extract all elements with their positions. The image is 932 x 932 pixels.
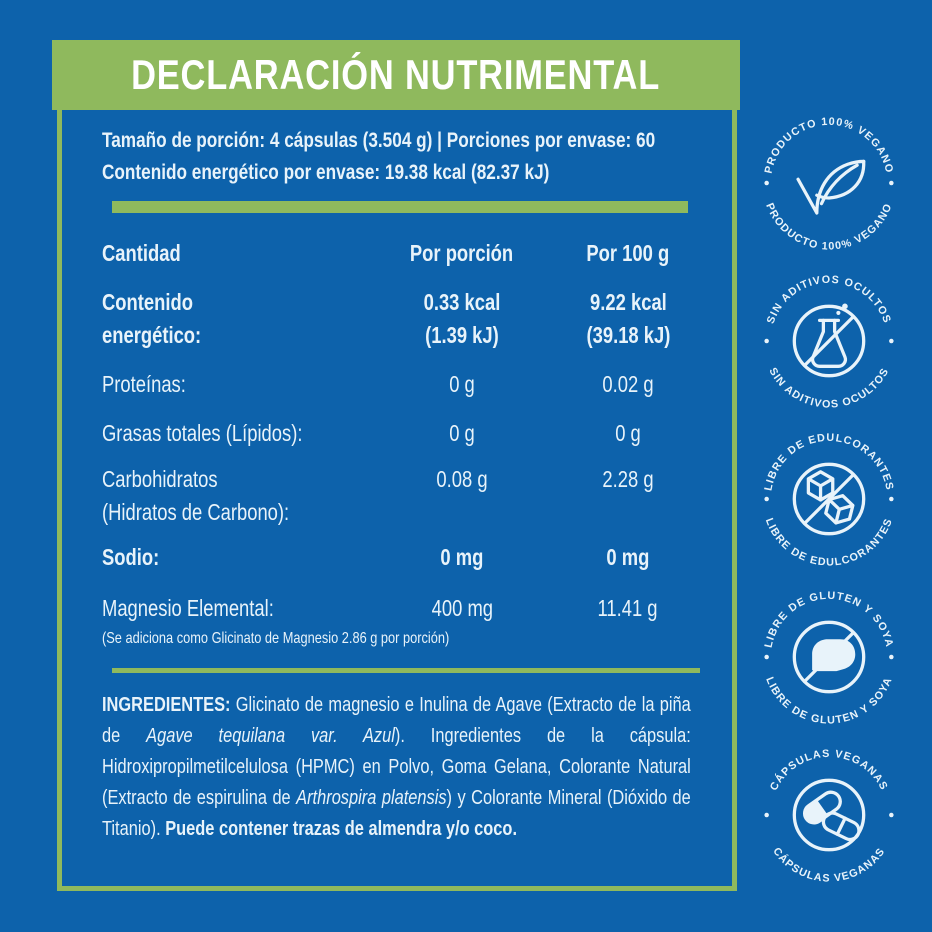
ring-dot-right	[889, 338, 894, 344]
no-sweeteners-sugar-cubes-icon	[792, 462, 866, 536]
header-banner: DECLARACIÓN NUTRIMENTAL	[52, 40, 740, 110]
column-header-per-100g: Por 100 g	[586, 240, 670, 266]
per-100g-value: 11.41 g	[597, 595, 659, 621]
column-header-quantity: Cantidad	[102, 240, 181, 266]
vegan-capsules-icon	[792, 778, 866, 852]
per-serving-value: 0.33 kcal (1.39 kJ)	[423, 289, 501, 348]
svg-text:SIN ADITIVOS OCULTOS: SIN ADITIVOS OCULTOS	[765, 274, 894, 326]
ingredients-section: INGREDIENTES: Glicinato de magnesio e In…	[102, 689, 704, 844]
serving-size-text: Tamaño de porción: 4 cápsulas (3.504 g) …	[102, 128, 656, 152]
page-title: DECLARACIÓN NUTRIMENTAL	[131, 51, 661, 98]
row-label: Sodio:	[102, 544, 160, 570]
badge-producto-100-vegano: PRODUCTO 100% VEGANO PRODUCTO 100% VEGAN…	[750, 108, 908, 258]
svg-text:LIBRE DE GLUTEN Y SOYA: LIBRE DE GLUTEN Y SOYA	[763, 675, 895, 726]
ingredients-label: INGREDIENTES:	[102, 693, 231, 716]
table-row-sodium: Sodio: 0 mg 0 mg	[102, 541, 704, 574]
ring-dot-right	[889, 812, 894, 818]
badge-libre-de-gluten-y-soya: LIBRE DE GLUTEN Y SOYA LIBRE DE GLUTEN Y…	[750, 582, 908, 732]
table-header-row: Cantidad Por porción Por 100 g	[102, 237, 704, 270]
per-serving-value: 0 g	[449, 420, 475, 446]
serving-info: Tamaño de porción: 4 cápsulas (3.504 g) …	[102, 124, 704, 188]
svg-text:CÁPSULAS VEGANAS: CÁPSULAS VEGANAS	[768, 748, 890, 793]
svg-text:LIBRE DE EDULCORANTES: LIBRE DE EDULCORANTES	[763, 516, 895, 568]
per-serving-value: 0 mg	[440, 544, 484, 570]
ingredients-text: ) y Colorante Mineral (Dióxido de Titani…	[102, 786, 691, 840]
allergen-warning: Puede contener trazas de almendra y/o co…	[165, 817, 518, 840]
svg-text:SIN ADITIVOS OCULTOS: SIN ADITIVOS OCULTOS	[766, 366, 891, 411]
nutrition-panel: Tamaño de porción: 4 cápsulas (3.504 g) …	[57, 110, 737, 891]
divider-bar-thin	[112, 668, 700, 673]
vegan-leaf-icon	[796, 159, 866, 215]
ingredients-text: ). Ingredientes de la cápsula: Hidroxipr…	[102, 724, 691, 809]
table-row-magnesium: Magnesio Elemental: 400 mg 11.41 g	[102, 592, 704, 625]
badge-capsulas-veganas: CÁPSULAS VEGANAS CÁPSULAS VEGANAS	[750, 740, 908, 890]
row-label: Proteínas:	[102, 371, 186, 397]
energy-per-container-text: Contenido energético por envase: 19.38 k…	[102, 160, 550, 184]
ingredients-species-agave: Agave tequilana var. Azul	[146, 724, 395, 747]
per-100g-value: 0.02 g	[602, 371, 654, 397]
divider-bar-thick	[112, 201, 688, 213]
per-100g-value: 0 g	[615, 420, 641, 446]
ingredients-species-spirulina: Arthrospira platensis	[296, 786, 447, 809]
svg-text:PRODUCTO 100% VEGANO: PRODUCTO 100% VEGANO	[763, 201, 895, 252]
ring-dot-right	[889, 654, 894, 660]
per-100g-value: 0 mg	[606, 544, 650, 570]
svg-text:PRODUCTO 100% VEGANO: PRODUCTO 100% VEGANO	[763, 116, 896, 175]
table-row-carbs: Carbohidratos (Hidratos de Carbono): 0.0…	[102, 463, 704, 529]
row-label: Magnesio Elemental:	[102, 595, 274, 621]
table-row-fat: Grasas totales (Lípidos): 0 g 0 g	[102, 417, 704, 450]
row-label: Carbohidratos (Hidratos de Carbono):	[102, 466, 290, 525]
gluten-soy-free-bread-icon	[792, 620, 866, 694]
ring-dot-right	[889, 180, 894, 186]
badge-column: PRODUCTO 100% VEGANO PRODUCTO 100% VEGAN…	[750, 108, 910, 898]
column-header-per-serving: Por porción	[410, 240, 514, 266]
badge-libre-de-edulcorantes: LIBRE DE EDULCORANTES LIBRE DE EDULCORAN…	[750, 424, 908, 574]
nutrition-table: Cantidad Por porción Por 100 g Contenido…	[102, 237, 704, 650]
ring-dot-left	[764, 654, 769, 660]
ring-dot-left	[764, 338, 769, 344]
ring-dot-right	[889, 496, 894, 502]
row-label: Contenido energético:	[102, 289, 202, 348]
no-additives-flask-icon	[792, 303, 866, 378]
per-serving-value: 400 mg	[431, 595, 493, 621]
ring-dot-left	[764, 180, 769, 186]
table-row-energy: Contenido energético: 0.33 kcal (1.39 kJ…	[102, 286, 704, 352]
magnesium-footnote: (Se adiciona como Glicinato de Magnesio …	[102, 630, 450, 647]
per-serving-value: 0 g	[449, 371, 475, 397]
row-label: Grasas totales (Lípidos):	[102, 420, 303, 446]
per-100g-value: 2.28 g	[602, 466, 654, 492]
ingredients-paragraph: INGREDIENTES: Glicinato de magnesio e In…	[102, 689, 691, 844]
table-row-protein: Proteínas: 0 g 0.02 g	[102, 368, 704, 401]
ring-dot-left	[764, 496, 769, 502]
per-100g-value: 9.22 kcal (39.18 kJ)	[586, 289, 670, 348]
badge-sin-aditivos-ocultos: SIN ADITIVOS OCULTOS SIN ADITIVOS OCULTO…	[750, 266, 908, 416]
ring-dot-left	[764, 812, 769, 818]
per-serving-value: 0.08 g	[436, 466, 488, 492]
ingredients-text: Glicinato de magnesio e Inulina de Agave…	[102, 693, 691, 747]
